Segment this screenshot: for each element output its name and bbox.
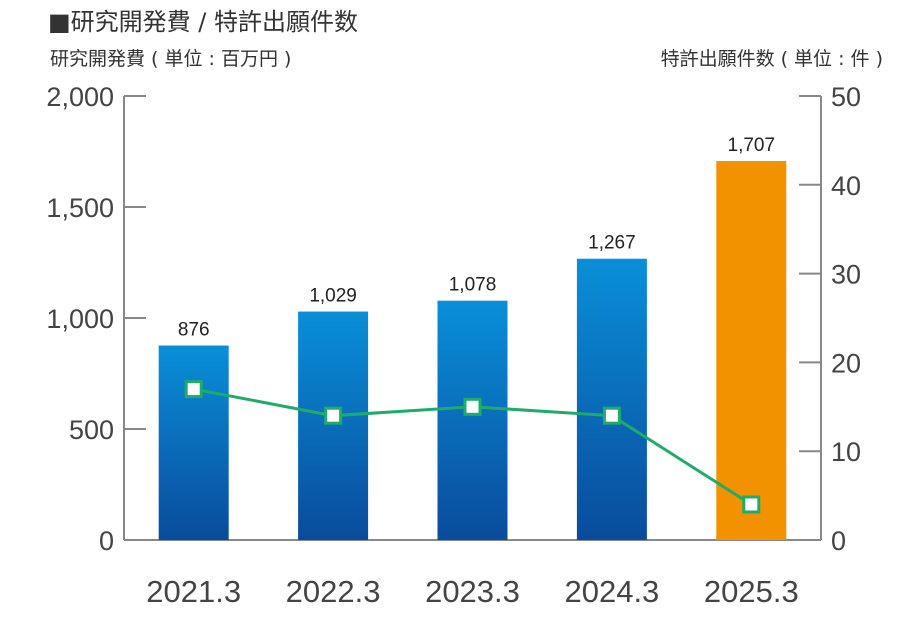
patent-count-marker	[186, 382, 201, 397]
x-axis-tick-label: 2025.3	[704, 574, 799, 609]
left-axis-tick-label: 2,000	[46, 82, 114, 112]
right-axis-tick-label: 50	[831, 82, 861, 112]
x-axis-tick-label: 2022.3	[286, 574, 381, 609]
patent-count-marker	[326, 408, 341, 423]
right-axis-tick-label: 0	[831, 526, 846, 556]
bar-value-label: 1,078	[449, 275, 497, 296]
bar-2021-3	[159, 346, 229, 540]
patent-count-marker	[604, 408, 619, 423]
left-axis-tick-label: 500	[69, 415, 114, 445]
right-axis-tick-label: 40	[831, 171, 861, 201]
patent-count-marker	[465, 399, 480, 414]
x-axis-tick-label: 2024.3	[564, 574, 659, 609]
bar-2024-3	[577, 259, 647, 540]
bar-value-label: 1,707	[728, 135, 776, 156]
bar-value-label: 1,267	[588, 233, 636, 254]
bar-2023-3	[438, 301, 508, 540]
rd-patent-chart: 0 500 1,000 1,500 2,000 0 10 20 30 40 50 876 1,029 1,…	[0, 0, 901, 619]
bar-value-label: 1,029	[309, 286, 357, 307]
bar-value-label: 876	[178, 320, 210, 341]
left-axis-tick-label: 0	[99, 526, 114, 556]
patent-count-marker	[744, 497, 759, 512]
bar-2022-3	[298, 312, 368, 540]
x-axis-tick-label: 2023.3	[425, 574, 520, 609]
bar-2025-3	[716, 161, 786, 540]
right-axis-tick-label: 10	[831, 437, 861, 467]
x-axis-tick-label: 2021.3	[146, 574, 241, 609]
right-axis-tick-label: 30	[831, 260, 861, 290]
left-axis-tick-label: 1,000	[46, 304, 114, 334]
right-axis-tick-label: 20	[831, 348, 861, 378]
left-axis-tick-label: 1,500	[46, 193, 114, 223]
